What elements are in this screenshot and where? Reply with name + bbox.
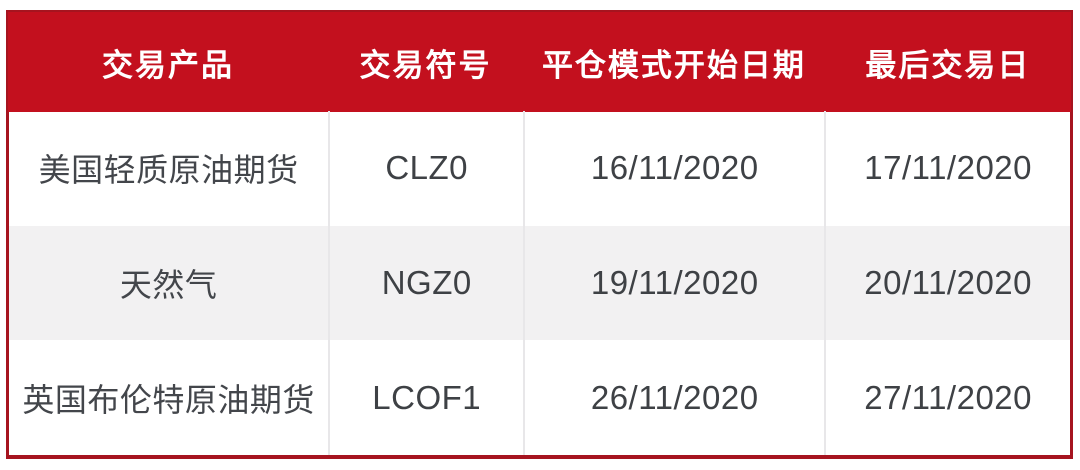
product-cell: 天然气 (119, 267, 218, 303)
table-row: 美国轻质原油期货 CLZ0 16/11/2020 17/11/2020 (9, 111, 1070, 226)
last-trading-day-cell: 20/11/2020 (824, 225, 1070, 341)
symbol-cell: LCOF1 (328, 340, 523, 456)
symbol-cell: NGZ0 (328, 225, 523, 341)
close-mode-start-cell: 19/11/2020 (523, 225, 824, 341)
header-cell-symbol: 交易符号 (359, 47, 492, 83)
symbol-cell: CLZ0 (328, 111, 523, 226)
table-header-row: 交易产品 交易符号 平仓模式开始日期 最后交易日 (8, 12, 1071, 112)
product-cell: 美国轻质原油期货 (38, 152, 299, 189)
table-row: 英国布伦特原油期货 LCOF1 26/11/2020 27/11/2020 (9, 340, 1070, 456)
close-mode-start-cell: 16/11/2020 (523, 111, 824, 226)
last-trading-day-cell: 27/11/2020 (824, 340, 1070, 456)
last-trading-day-cell: 17/11/2020 (824, 111, 1070, 226)
close-mode-start-cell: 26/11/2020 (523, 340, 824, 456)
table-row: 天然气 NGZ0 19/11/2020 20/11/2020 (9, 225, 1070, 341)
product-cell: 英国布伦特原油期货 (22, 381, 315, 418)
futures-expiry-table: 交易产品 交易符号 平仓模式开始日期 最后交易日 美国轻质原油期货 CLZ0 1… (6, 10, 1073, 459)
header-cell-close-mode-start: 平仓模式开始日期 (541, 47, 806, 83)
header-cell-product: 交易产品 (101, 47, 234, 83)
header-cell-last-trading-day: 最后交易日 (865, 47, 1031, 83)
